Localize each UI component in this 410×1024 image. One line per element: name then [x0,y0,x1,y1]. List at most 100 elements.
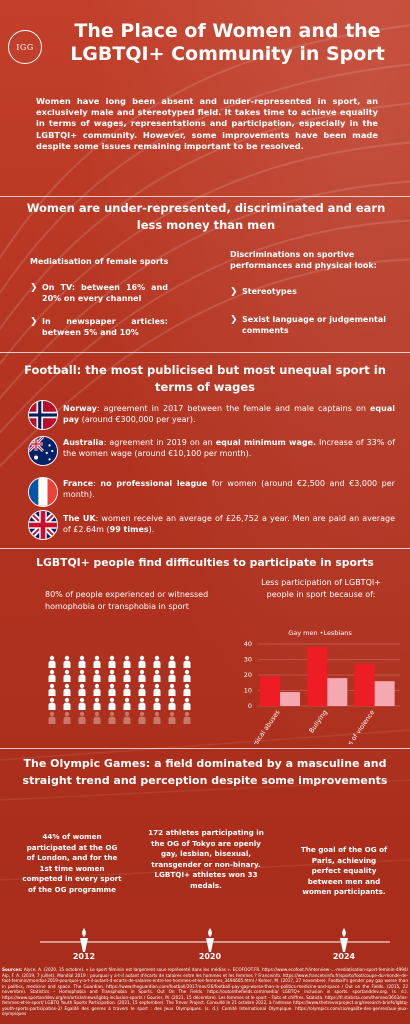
person-icon [63,683,71,696]
bar-lesbians [327,678,348,706]
uk-flag-icon [28,510,58,540]
person-icon [183,697,191,710]
bullet-item: ❯ Stereotypes [230,287,390,298]
bullet-item: ❯ Sexist language or judgemental comment… [230,315,390,336]
country-france: France: no professional league for women… [63,479,395,499]
france-flag-icon [28,477,58,507]
person-icon [183,669,191,682]
year-2012: 2012 [72,952,96,961]
person-icon [108,683,116,696]
section1-title: Women are under-represented, discriminat… [26,201,386,232]
norway-flag-icon [28,400,58,430]
bar-gay-men [354,664,375,706]
person-icon [183,655,191,668]
sources-body: Alyce, A. (2020, 15 octobre). « Le sport… [2,967,408,1016]
page-title-line2: LGBTQI+ Community in Sport [70,43,385,65]
person-icon [153,655,161,668]
bullet-text: In newspaper articles: between 5% and 10… [42,317,168,337]
person-icon [93,683,101,696]
x-category-label: Bullying [307,709,329,735]
person-icon [138,669,146,682]
person-icon [153,697,161,710]
person-icon [48,655,56,668]
section2-title: Football: the most publicised but most u… [24,363,386,394]
x-category-label: Physical abuses [246,708,282,744]
sources-label: Sources: [2,967,23,972]
person-icon [63,655,71,668]
person-icon [168,655,176,668]
people-pictogram [48,655,191,724]
person-icon [123,711,131,724]
person-icon [48,669,56,682]
person-icon [93,711,101,724]
person-icon [138,683,146,696]
person-icon [78,683,86,696]
person-icon [108,655,116,668]
og-london-text: 44% of women participated at the OG of L… [22,832,122,894]
person-icon [78,669,86,682]
person-icon [48,711,56,724]
person-icon [138,711,146,724]
person-icon [153,669,161,682]
igg-logo: IGG [8,30,42,64]
year-2020: 2020 [198,952,222,961]
chevron-right-icon: ❯ [230,287,238,297]
torch-icon [80,928,88,952]
y-tick-label: 30 [244,656,252,664]
chevron-right-icon: ❯ [30,283,38,293]
person-icon [153,711,161,724]
intro-paragraph: Women have long been absent and under-re… [36,96,378,151]
person-icon [48,683,56,696]
bar-gay-men [307,647,328,706]
country-australia: Australia: agreement in 2019 on an equal… [63,438,396,458]
chevron-right-icon: ❯ [230,315,238,325]
section3-title: LGBTQI+ people find difficulties to part… [36,556,374,569]
person-icon [168,669,176,682]
person-icon [108,669,116,682]
participation-text: Less participation of LGBTQI+ people in … [261,578,381,599]
person-icon [123,697,131,710]
og-tokyo-text: 172 athletes participating in the OG of … [148,828,264,890]
bullet-item: ❯ In newspaper articles: between 5% and … [30,317,168,338]
right-column-heading: Discriminations on sportive performances… [230,250,377,270]
bullet-text: Sexist language or judgemental comments [242,315,387,335]
section-divider [0,748,410,749]
person-icon [63,669,71,682]
person-icon [93,655,101,668]
person-icon [123,655,131,668]
sources-text: Sources: Alyce, A. (2020, 15 octobre). «… [2,967,408,1024]
section-divider [0,196,410,197]
person-icon [183,683,191,696]
person-icon [48,697,56,710]
homophobia-stat: 80% of people experienced or witnessed h… [45,590,209,611]
bullet-text: On TV: between 16% and 20% on every chan… [42,283,168,303]
y-tick-label: 40 [244,640,252,648]
torch-icon [340,928,348,952]
bar-lesbians [280,692,300,706]
person-icon [108,711,116,724]
year-2024: 2024 [332,952,356,961]
bullet-text: Stereotypes [242,287,297,296]
person-icon [138,655,146,668]
australia-flag-icon [28,436,58,466]
page-title-line1: The Place of Women and the [74,20,381,42]
y-tick-label: 0 [248,702,252,710]
person-icon [168,697,176,710]
country-uk: The UK: women receive an average of £26,… [63,514,396,534]
person-icon [78,655,86,668]
y-tick-label: 20 [244,671,252,679]
y-tick-label: 10 [244,687,252,695]
country-norway: Norway: agreement in 2017 between the fe… [63,404,395,424]
left-column-heading: Mediatisation of female sports [30,257,169,266]
torch-icon [206,928,214,952]
x-category-label: Threats of violence [334,709,377,744]
logo-text: IGG [16,42,34,52]
bar-gay-men [260,676,280,706]
og-paris-text: The goal of the OG of Paris, achieving p… [300,845,388,896]
person-icon [123,683,131,696]
person-icon [123,669,131,682]
page-title: The Place of Women and the LGBTQI+ Commu… [50,20,405,66]
person-icon [153,683,161,696]
person-icon [93,669,101,682]
